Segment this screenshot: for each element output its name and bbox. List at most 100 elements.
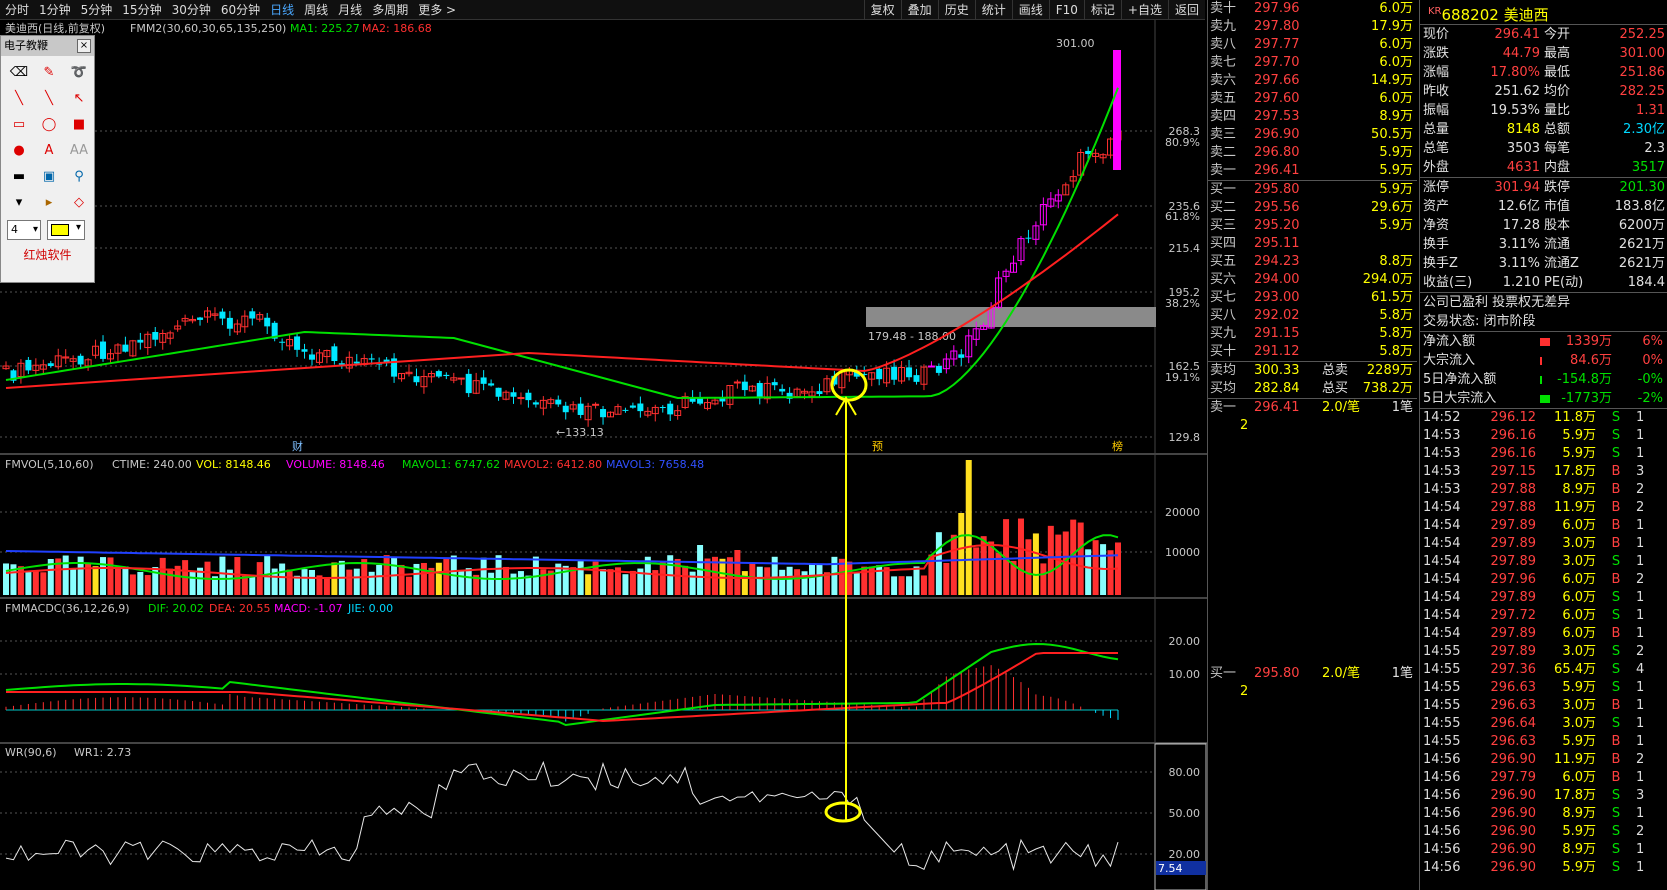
stat-label: 涨跌 xyxy=(1423,46,1450,61)
tick-row[interactable]: 14:56 296.90 11.9万 B 2 xyxy=(1420,751,1667,769)
pen-icon[interactable]: ✎ xyxy=(43,64,55,80)
eraser-icon[interactable]: ⌫ xyxy=(9,64,29,80)
tick-row[interactable]: 14:54 297.89 3.0万 B 1 xyxy=(1420,535,1667,553)
close-icon[interactable]: × xyxy=(77,39,91,53)
toolbar-button-1[interactable]: 叠加 xyxy=(900,0,938,20)
toolbar-button-3[interactable]: 统计 xyxy=(974,0,1012,20)
high-label: 301.00 xyxy=(1056,37,1095,50)
tick-price: 297.72 xyxy=(1490,608,1537,623)
period-tab-0[interactable]: 分时 xyxy=(5,2,30,17)
ask-avg-value: 300.33 xyxy=(1254,363,1300,378)
period-toolbar: 分时 1分钟 5分钟 15分钟 30分钟 60分钟 日线 周线 月线 多周期 更多 > 复权 叠加 历史统… xyxy=(0,0,1205,20)
tick-list[interactable]: 14:52 296.12 11.8万 S 1 14:53 296.16 5.9万 S 1 14:53… xyxy=(1420,409,1667,877)
wr-value: WR1: 2.73 xyxy=(74,746,131,759)
tick-side: B xyxy=(1611,626,1621,641)
tick-count: 1 xyxy=(1636,554,1645,569)
wr-y-tick: 50.00 xyxy=(1169,807,1201,820)
tick-row[interactable]: 14:56 296.90 8.9万 S 1 xyxy=(1420,805,1667,823)
tick-row[interactable]: 14:55 296.64 3.0万 S 1 xyxy=(1420,715,1667,733)
tick-count: 2 xyxy=(1636,644,1645,659)
period-tab-9[interactable]: 多周期 xyxy=(372,2,409,17)
period-tab-10[interactable]: 更多 > xyxy=(418,2,457,17)
event-markers: 财预榜 xyxy=(292,439,1123,453)
tick-volume: 5.9万 xyxy=(1562,446,1596,461)
tick-count: 2 xyxy=(1636,752,1645,767)
tick-row[interactable]: 14:56 297.79 6.0万 B 1 xyxy=(1420,769,1667,787)
toolbar-button-2[interactable]: 历史 xyxy=(937,0,975,20)
period-tab-2[interactable]: 5分钟 xyxy=(80,2,113,17)
toolbar-button-7[interactable]: +自选 xyxy=(1120,0,1168,20)
tick-row[interactable]: 14:54 297.72 6.0万 S 1 xyxy=(1420,607,1667,625)
period-tab-3[interactable]: 15分钟 xyxy=(122,2,162,17)
drawing-toolbox[interactable]: 电子教鞭 × ⌫✎➰╲╲↖▭◯■●AAA▬▣⚲▾▸◇ 4 红烛软件 xyxy=(0,35,95,283)
period-tab-5[interactable]: 60分钟 xyxy=(220,2,261,17)
screen-icon[interactable]: ▣ xyxy=(42,168,56,184)
save-icon[interactable]: ▾ xyxy=(15,194,23,210)
stat-row: 涨停 301.94 跌停 201.30 xyxy=(1420,178,1667,197)
kline-chart-area[interactable]: 美迪西(日线,前复权) FMM2(30,60,30,65,135,250) MA… xyxy=(0,20,1207,890)
period-tab-7[interactable]: 周线 xyxy=(304,2,329,17)
toolbar-button-4[interactable]: 画线 xyxy=(1011,0,1049,20)
open-icon[interactable]: ▸ xyxy=(45,194,53,210)
text-icon[interactable]: A xyxy=(44,142,54,158)
bid-row: 买五 294.23 8.8万 xyxy=(1208,253,1417,271)
line-icon[interactable]: ╲ xyxy=(45,90,53,106)
tick-row[interactable]: 14:54 297.89 3.0万 S 1 xyxy=(1420,553,1667,571)
period-tab-1[interactable]: 1分钟 xyxy=(39,2,71,17)
bid-level-name: 买七 xyxy=(1210,290,1237,305)
flow-pct: -2% xyxy=(1637,391,1663,406)
tick-row[interactable]: 14:54 297.96 6.0万 B 2 xyxy=(1420,571,1667,589)
rect-outline-icon[interactable]: ▭ xyxy=(12,116,26,132)
tick-row[interactable]: 14:52 296.12 11.8万 S 1 xyxy=(1420,409,1667,427)
trade-status: 交易状态: 闭市阶段 xyxy=(1423,314,1536,329)
tick-row[interactable]: 14:54 297.89 6.0万 B 1 xyxy=(1420,517,1667,535)
tick-row[interactable]: 14:54 297.88 11.9万 B 2 xyxy=(1420,499,1667,517)
tick-side: S xyxy=(1611,824,1621,839)
tick-row[interactable]: 14:55 296.63 5.9万 B 1 xyxy=(1420,733,1667,751)
flow-bar xyxy=(1540,332,1550,351)
tick-row[interactable]: 14:56 296.90 8.9万 S 1 xyxy=(1420,841,1667,859)
ellipse-fill-icon[interactable]: ● xyxy=(13,142,25,158)
tick-row[interactable]: 14:56 296.90 17.8万 S 3 xyxy=(1420,787,1667,805)
marker-icon[interactable]: ╲ xyxy=(15,90,23,106)
tick-row[interactable]: 14:55 297.36 65.4万 S 4 xyxy=(1420,661,1667,679)
toolbar-button-8[interactable]: 返回 xyxy=(1167,0,1205,20)
arrow-icon[interactable]: ↖ xyxy=(73,90,85,106)
diamond-icon[interactable]: ◇ xyxy=(74,194,84,210)
ask-level-name: 卖十 xyxy=(1210,1,1237,16)
zoom-icon[interactable]: ⚲ xyxy=(74,168,84,184)
ask-volume: 6.0万 xyxy=(1379,37,1413,52)
tick-row[interactable]: 14:55 296.63 3.0万 B 1 xyxy=(1420,697,1667,715)
tick-row[interactable]: 14:54 297.89 6.0万 B 1 xyxy=(1420,625,1667,643)
tick-row[interactable]: 14:55 296.63 5.9万 S 1 xyxy=(1420,679,1667,697)
tick-row[interactable]: 14:53 297.88 8.9万 B 2 xyxy=(1420,481,1667,499)
tick-row[interactable]: 14:54 297.89 6.0万 S 1 xyxy=(1420,589,1667,607)
toolbar-button-0[interactable]: 复权 xyxy=(863,0,901,20)
tick-volume: 6.0万 xyxy=(1562,590,1596,605)
tick-row[interactable]: 14:56 296.90 5.9万 S 1 xyxy=(1420,859,1667,877)
bid-total-label: 总买 xyxy=(1322,381,1349,396)
toolbar-button-6[interactable]: 标记 xyxy=(1083,0,1121,20)
color-picker[interactable] xyxy=(47,220,85,240)
stat-row: 总量 8148 总额 2.30亿 xyxy=(1420,120,1667,139)
highlighter-icon[interactable]: ➰ xyxy=(70,64,88,80)
period-tab-4[interactable]: 30分钟 xyxy=(171,2,211,17)
tick-row[interactable]: 14:55 297.89 3.0万 S 2 xyxy=(1420,643,1667,661)
line-width-select[interactable]: 4 xyxy=(7,220,41,240)
tick-row[interactable]: 14:53 296.16 5.9万 S 1 xyxy=(1420,427,1667,445)
ellipse-outline-icon[interactable]: ◯ xyxy=(41,116,57,132)
tick-side: S xyxy=(1611,410,1621,425)
stat-value: 251.62 xyxy=(1494,84,1541,99)
black-rect-icon[interactable]: ▬ xyxy=(12,168,26,184)
period-tab-6[interactable]: 日线 xyxy=(270,2,295,17)
tick-row[interactable]: 14:53 296.16 5.9万 S 1 xyxy=(1420,445,1667,463)
rect-fill-icon[interactable]: ■ xyxy=(72,116,86,132)
period-tab-8[interactable]: 月线 xyxy=(338,2,363,17)
stat-value: 2621万 xyxy=(1618,256,1665,271)
bid-avg-value: 282.84 xyxy=(1254,381,1300,396)
tick-volume: 3.0万 xyxy=(1562,716,1596,731)
toolbar-button-5[interactable]: F10 xyxy=(1048,0,1084,20)
tick-row[interactable]: 14:56 296.90 5.9万 S 2 xyxy=(1420,823,1667,841)
text-outline-icon[interactable]: AA xyxy=(69,142,89,158)
tick-row[interactable]: 14:53 297.15 17.8万 B 3 xyxy=(1420,463,1667,481)
